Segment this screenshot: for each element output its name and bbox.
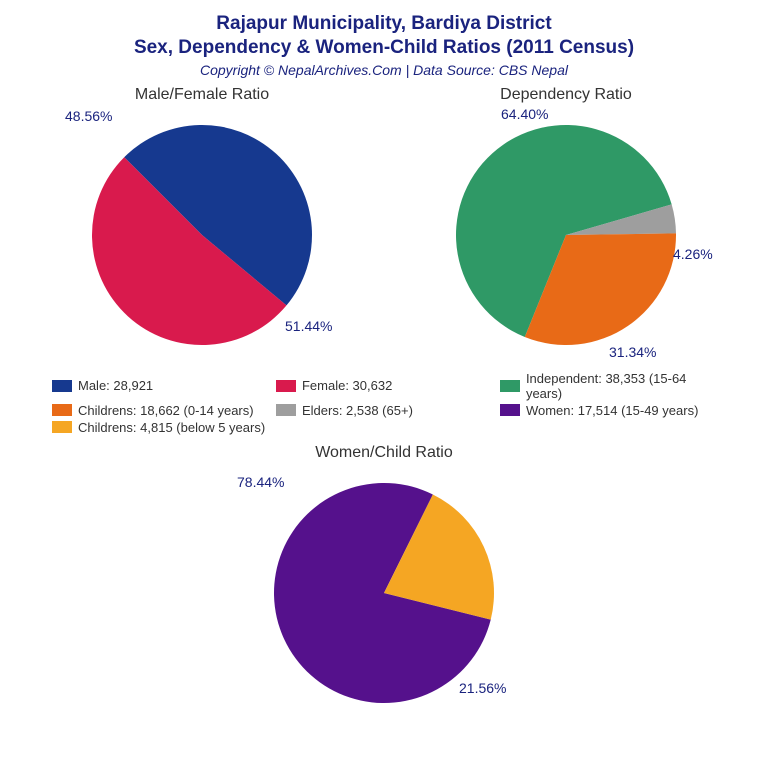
chart-container: Rajapur Municipality, Bardiya District S… [0,0,768,768]
pie-slice-label: 4.26% [673,246,713,262]
legend-text: Independent: 38,353 (15-64 years) [526,371,716,401]
chart2-title: Dependency Ratio [500,86,632,104]
legend-swatch [52,421,72,433]
legend-item: Childrens: 18,662 (0-14 years) [48,402,272,419]
legend-item: Elders: 2,538 (65+) [272,402,496,419]
legend-swatch [276,380,296,392]
subtitle: Copyright © NepalArchives.Com | Data Sou… [20,62,748,78]
pie-slice-label: 21.56% [459,680,506,696]
legend-item: Women: 17,514 (15-49 years) [496,402,720,419]
chart1-pie: 48.56%51.44% [77,110,327,360]
legend-text: Childrens: 4,815 (below 5 years) [78,420,265,435]
legend-text: Female: 30,632 [302,378,392,393]
chart-male-female: Male/Female Ratio 48.56%51.44% [77,86,327,360]
title-line2: Sex, Dependency & Women-Child Ratios (20… [20,36,748,60]
title-block: Rajapur Municipality, Bardiya District S… [20,12,748,78]
pie-slice-label: 31.34% [609,344,656,360]
chart-women-child: Women/Child Ratio 78.44%21.56% [259,444,509,718]
legend-text: Women: 17,514 (15-49 years) [526,403,698,418]
chart2-svg [441,110,691,360]
legend: Male: 28,921 Female: 30,632 Independent: 3… [48,370,720,436]
pie-slice-label: 78.44% [237,474,284,490]
legend-swatch [52,404,72,416]
legend-text: Childrens: 18,662 (0-14 years) [78,403,254,418]
pie-slice-label: 48.56% [65,108,112,124]
top-charts-row: Male/Female Ratio 48.56%51.44% Dependenc… [20,86,748,360]
legend-swatch [500,380,520,392]
chart3-pie: 78.44%21.56% [259,468,509,718]
chart-dependency: Dependency Ratio 64.40%4.26%31.34% [441,86,691,360]
legend-swatch [52,380,72,392]
pie-slice-label: 51.44% [285,318,332,334]
legend-swatch [500,404,520,416]
chart1-title: Male/Female Ratio [135,86,269,104]
legend-swatch [276,404,296,416]
legend-item: Female: 30,632 [272,370,496,402]
chart3-title: Women/Child Ratio [315,444,453,462]
legend-item: Childrens: 4,815 (below 5 years) [48,419,272,436]
bottom-chart-row: Women/Child Ratio 78.44%21.56% [20,444,748,718]
legend-text: Male: 28,921 [78,378,153,393]
legend-text: Elders: 2,538 (65+) [302,403,413,418]
legend-item: Male: 28,921 [48,370,272,402]
chart2-pie: 64.40%4.26%31.34% [441,110,691,360]
title-line1: Rajapur Municipality, Bardiya District [20,12,748,36]
legend-item: Independent: 38,353 (15-64 years) [496,370,720,402]
pie-slice-label: 64.40% [501,106,548,122]
